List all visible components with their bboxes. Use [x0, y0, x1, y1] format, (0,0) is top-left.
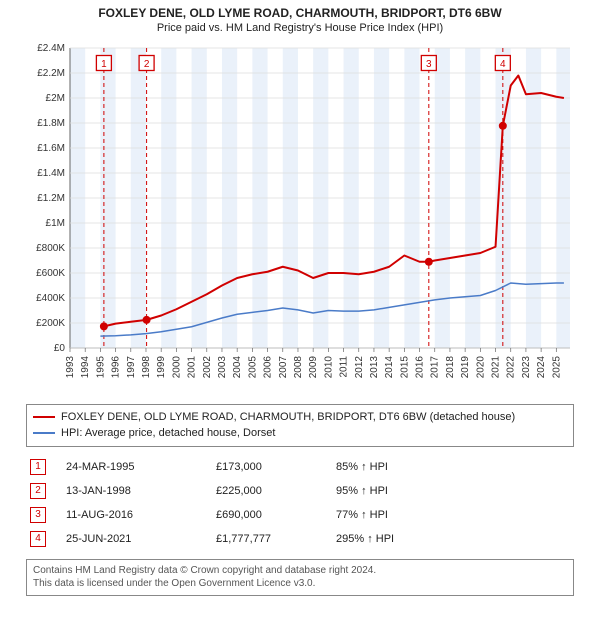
svg-text:2002: 2002	[202, 355, 213, 378]
legend-row: FOXLEY DENE, OLD LYME ROAD, CHARMOUTH, B…	[33, 409, 567, 426]
legend-label: HPI: Average price, detached house, Dors…	[61, 425, 275, 442]
sales-table: 1 24-MAR-1995£173,00085% ↑ HPI 2 13-JAN-199…	[26, 455, 574, 551]
sale-marker-box: 2	[30, 483, 46, 499]
svg-text:2000: 2000	[171, 355, 182, 378]
svg-text:£400K: £400K	[36, 293, 65, 304]
svg-text:2008: 2008	[293, 355, 304, 378]
svg-text:2009: 2009	[308, 355, 319, 378]
svg-text:2006: 2006	[263, 355, 274, 378]
svg-text:2003: 2003	[217, 355, 228, 378]
svg-text:1993: 1993	[65, 355, 76, 378]
sale-marker-box: 1	[30, 459, 46, 475]
svg-text:1998: 1998	[141, 355, 152, 378]
svg-text:£2M: £2M	[46, 93, 65, 104]
svg-text:2011: 2011	[339, 355, 350, 377]
sale-price: £1,777,777	[216, 533, 336, 545]
svg-text:4: 4	[500, 59, 506, 70]
svg-text:2001: 2001	[187, 355, 198, 378]
svg-text:2023: 2023	[521, 355, 532, 378]
svg-text:2021: 2021	[491, 355, 502, 378]
sale-row: 3 11-AUG-2016£690,00077% ↑ HPI	[26, 503, 574, 527]
svg-text:£600K: £600K	[36, 268, 65, 279]
svg-text:2014: 2014	[384, 355, 395, 378]
svg-text:£1.2M: £1.2M	[37, 193, 65, 204]
chart-subtitle: Price paid vs. HM Land Registry's House …	[0, 22, 600, 38]
sale-row: 1 24-MAR-1995£173,00085% ↑ HPI	[26, 455, 574, 479]
svg-text:1997: 1997	[126, 355, 137, 378]
sale-price: £225,000	[216, 485, 336, 497]
legend-label: FOXLEY DENE, OLD LYME ROAD, CHARMOUTH, B…	[61, 409, 515, 426]
svg-text:£2.4M: £2.4M	[37, 43, 65, 54]
svg-text:2017: 2017	[430, 355, 441, 378]
svg-text:£800K: £800K	[36, 243, 65, 254]
svg-text:1994: 1994	[80, 355, 91, 378]
sale-marker-box: 3	[30, 507, 46, 523]
sale-marker-box: 4	[30, 531, 46, 547]
legend-swatch	[33, 432, 55, 434]
svg-text:2025: 2025	[551, 355, 562, 378]
svg-text:£1M: £1M	[46, 218, 65, 229]
sale-date: 11-AUG-2016	[66, 509, 216, 521]
svg-text:2019: 2019	[460, 355, 471, 378]
sale-pct: 85% ↑ HPI	[336, 461, 456, 473]
svg-text:£1.4M: £1.4M	[37, 168, 65, 179]
sale-row: 2 13-JAN-1998£225,00095% ↑ HPI	[26, 479, 574, 503]
svg-text:£0: £0	[54, 343, 66, 354]
sale-price: £173,000	[216, 461, 336, 473]
svg-text:2020: 2020	[475, 355, 486, 378]
svg-text:2010: 2010	[323, 355, 334, 378]
sale-date: 13-JAN-1998	[66, 485, 216, 497]
chart-plot: £0 £200K £400K £600K £800K £1M £1.2M £1.4M £1.6M…	[20, 38, 580, 398]
svg-text:2007: 2007	[278, 355, 289, 378]
svg-text:2015: 2015	[399, 355, 410, 378]
svg-text:£1.8M: £1.8M	[37, 118, 65, 129]
svg-text:£1.6M: £1.6M	[37, 143, 65, 154]
sale-pct: 77% ↑ HPI	[336, 509, 456, 521]
sale-pct: 295% ↑ HPI	[336, 533, 456, 545]
legend-box: FOXLEY DENE, OLD LYME ROAD, CHARMOUTH, B…	[26, 404, 574, 447]
svg-text:1: 1	[101, 59, 107, 70]
svg-text:£200K: £200K	[36, 318, 65, 329]
legend-swatch	[33, 416, 55, 418]
svg-text:2004: 2004	[232, 355, 243, 378]
svg-text:1999: 1999	[156, 355, 167, 378]
svg-text:2: 2	[144, 59, 150, 70]
legend-row: HPI: Average price, detached house, Dors…	[33, 425, 567, 442]
svg-text:3: 3	[426, 59, 432, 70]
svg-text:1995: 1995	[95, 355, 106, 378]
svg-text:2013: 2013	[369, 355, 380, 378]
svg-text:2018: 2018	[445, 355, 456, 378]
sale-date: 25-JUN-2021	[66, 533, 216, 545]
svg-text:2024: 2024	[536, 355, 547, 378]
footer-line-2: This data is licensed under the Open Gov…	[33, 577, 567, 591]
chart-container: FOXLEY DENE, OLD LYME ROAD, CHARMOUTH, B…	[0, 0, 600, 620]
svg-text:£2.2M: £2.2M	[37, 68, 65, 79]
sale-pct: 95% ↑ HPI	[336, 485, 456, 497]
svg-text:1996: 1996	[111, 355, 122, 378]
chart-title: FOXLEY DENE, OLD LYME ROAD, CHARMOUTH, B…	[0, 0, 600, 22]
svg-text:2012: 2012	[354, 355, 365, 378]
footer-box: Contains HM Land Registry data © Crown c…	[26, 559, 574, 596]
svg-text:2022: 2022	[506, 355, 517, 378]
sale-row: 4 25-JUN-2021£1,777,777295% ↑ HPI	[26, 527, 574, 551]
footer-line-1: Contains HM Land Registry data © Crown c…	[33, 564, 567, 578]
sale-price: £690,000	[216, 509, 336, 521]
svg-text:2005: 2005	[247, 355, 258, 378]
svg-text:2016: 2016	[415, 355, 426, 378]
sale-date: 24-MAR-1995	[66, 461, 216, 473]
